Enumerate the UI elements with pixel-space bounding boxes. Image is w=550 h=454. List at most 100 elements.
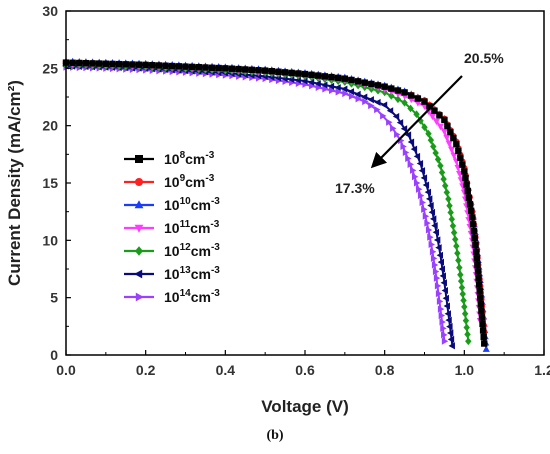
data-point bbox=[76, 59, 83, 67]
legend-item: 109cm-3 bbox=[124, 173, 215, 190]
data-point bbox=[450, 152, 458, 160]
data-point bbox=[477, 294, 484, 301]
data-point bbox=[420, 174, 428, 182]
data-point bbox=[430, 142, 437, 151]
data-point bbox=[422, 181, 430, 189]
data-point bbox=[228, 65, 236, 72]
figure-caption: (b) bbox=[266, 428, 284, 443]
data-point bbox=[301, 77, 308, 85]
data-point bbox=[69, 59, 76, 66]
data-point bbox=[447, 208, 454, 217]
data-point bbox=[473, 255, 481, 262]
data-point bbox=[390, 124, 397, 132]
data-point bbox=[413, 110, 420, 119]
data-point bbox=[368, 102, 375, 110]
data-point bbox=[446, 323, 453, 331]
data-point bbox=[208, 64, 216, 71]
y-axis: 0 5 10 15 20 25 30 bbox=[42, 3, 71, 363]
legend-base: 10 bbox=[164, 266, 180, 282]
data-point bbox=[443, 188, 451, 197]
legend-unit: cm bbox=[191, 289, 211, 305]
data-point bbox=[242, 66, 249, 73]
data-point bbox=[309, 82, 316, 90]
data-point bbox=[479, 327, 487, 334]
data-point bbox=[457, 270, 464, 279]
data-point bbox=[478, 314, 486, 321]
data-point bbox=[455, 256, 462, 265]
data-point bbox=[215, 64, 222, 72]
data-point bbox=[222, 65, 229, 72]
data-point bbox=[435, 290, 443, 298]
data-point bbox=[421, 205, 428, 213]
data-point bbox=[462, 316, 470, 325]
data-point bbox=[436, 251, 443, 259]
data-point bbox=[301, 70, 309, 78]
data-point bbox=[443, 134, 451, 142]
data-point bbox=[420, 103, 429, 111]
data-point bbox=[474, 268, 482, 275]
data-point bbox=[380, 112, 387, 120]
data-point bbox=[432, 268, 440, 276]
data-point bbox=[469, 221, 477, 228]
data-point bbox=[202, 64, 209, 71]
data-point bbox=[175, 63, 183, 70]
data-point bbox=[465, 194, 473, 201]
data-point bbox=[467, 207, 475, 215]
legend-marker bbox=[135, 292, 144, 302]
legend-label: 1012cm-3 bbox=[164, 242, 220, 259]
data-point bbox=[430, 254, 438, 262]
data-point bbox=[433, 274, 441, 282]
data-point bbox=[328, 73, 335, 81]
legend-unit: cm bbox=[191, 243, 211, 259]
data-point bbox=[421, 123, 428, 132]
data-point bbox=[431, 261, 439, 269]
data-point bbox=[471, 234, 478, 242]
data-point bbox=[464, 330, 471, 339]
series-line bbox=[65, 65, 454, 346]
series-10^13cm^-3 bbox=[62, 62, 455, 350]
data-point bbox=[142, 61, 149, 69]
data-point bbox=[460, 296, 467, 305]
legend-unit: cm bbox=[191, 266, 211, 282]
series-line bbox=[65, 63, 470, 342]
data-point bbox=[441, 286, 448, 295]
data-point bbox=[463, 181, 470, 188]
data-point bbox=[102, 60, 110, 67]
data-point bbox=[429, 248, 437, 256]
data-point bbox=[438, 168, 446, 177]
legend-marker bbox=[135, 246, 143, 256]
data-point bbox=[396, 119, 404, 127]
legend-marker bbox=[135, 155, 143, 163]
data-point bbox=[335, 88, 343, 96]
legend-unit-exp: -3 bbox=[210, 219, 219, 230]
data-point bbox=[450, 134, 457, 142]
data-point bbox=[388, 92, 395, 100]
annotation-label: 20.5% bbox=[464, 50, 504, 66]
x-tick-label: 0.6 bbox=[295, 362, 315, 378]
data-point bbox=[89, 60, 96, 67]
y-tick-label: 5 bbox=[50, 290, 58, 306]
data-point bbox=[444, 122, 451, 130]
series-10^8cm^-3 bbox=[62, 59, 488, 347]
data-point bbox=[425, 226, 433, 234]
data-point bbox=[315, 72, 322, 79]
data-point bbox=[434, 282, 442, 290]
data-point bbox=[129, 61, 136, 68]
data-point bbox=[255, 67, 262, 74]
data-point bbox=[445, 140, 453, 148]
data-point bbox=[315, 83, 323, 91]
data-point bbox=[388, 85, 395, 92]
legend-item: 1013cm-3 bbox=[124, 265, 220, 282]
legend-base: 10 bbox=[164, 151, 180, 167]
legend-base: 10 bbox=[164, 243, 180, 259]
data-point bbox=[275, 68, 282, 75]
data-point bbox=[360, 93, 368, 101]
data-point bbox=[432, 149, 439, 157]
legend: 108cm-3109cm-31010cm-31011cm-31012cm-310… bbox=[124, 150, 220, 305]
data-point bbox=[307, 78, 315, 86]
legend-unit: cm bbox=[191, 197, 211, 213]
data-point bbox=[425, 129, 432, 138]
data-point bbox=[408, 92, 415, 99]
data-point bbox=[439, 318, 446, 326]
annotations: 20.5% 17.3% bbox=[335, 50, 504, 196]
